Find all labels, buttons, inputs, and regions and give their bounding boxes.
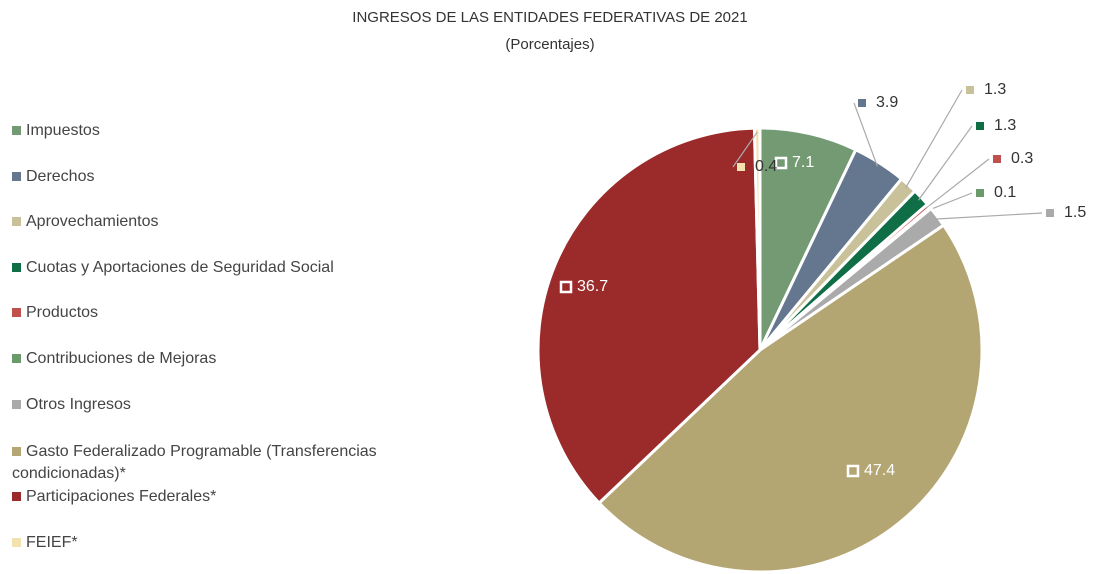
legend-item: Derechos (12, 166, 452, 188)
label-marker (774, 156, 788, 170)
legend-swatch (12, 217, 21, 226)
legend-swatch (12, 126, 21, 135)
data-label: 1.5 (1064, 204, 1086, 221)
data-label: 36.7 (577, 278, 608, 295)
leader-line (732, 131, 758, 168)
leader-line (853, 102, 878, 167)
label-marker (858, 99, 866, 107)
data-label: 1.3 (984, 81, 1006, 98)
legend-swatch (12, 354, 21, 363)
pie-slice (536, 126, 762, 506)
legend-label: FEIEF* (26, 534, 78, 551)
legend-item: Aprovechamientos (12, 211, 452, 233)
label-marker (976, 189, 984, 197)
leader-line (925, 158, 990, 209)
legend-label: Impuestos (26, 122, 100, 139)
chart-title: INGRESOS DE LAS ENTIDADES FEDERATIVAS DE… (352, 9, 747, 26)
label-marker (737, 163, 745, 171)
legend-swatch (12, 492, 21, 501)
data-label: 7.1 (792, 154, 814, 171)
legend-swatch (12, 538, 21, 547)
legend-label: Productos (26, 304, 99, 321)
legend-label: Otros Ingresos (26, 396, 131, 413)
legend-item: FEIEF* (12, 532, 452, 554)
legend-swatch (12, 308, 21, 317)
legend-label: Participaciones Federales* (26, 488, 217, 505)
legend-item: Participaciones Federales* (12, 486, 452, 508)
label-marker (559, 280, 573, 294)
legend-label: Gasto Federalizado Programable (Transfer… (12, 443, 377, 482)
data-label: 0.1 (994, 184, 1016, 201)
legend-swatch (12, 263, 21, 272)
data-label: 47.4 (864, 462, 895, 479)
legend-item: Impuestos (12, 120, 452, 142)
legend-item: Contribuciones de Mejoras (12, 348, 452, 370)
pie-slice (752, 126, 762, 351)
label-marker (1046, 209, 1054, 217)
pie-slice (597, 223, 984, 574)
legend-swatch (12, 172, 21, 181)
chart-subtitle: (Porcentajes) (505, 36, 594, 53)
leader-line (927, 192, 973, 212)
data-label: 0.3 (1011, 150, 1033, 167)
data-label: 0.4 (755, 158, 777, 175)
data-label: 1.3 (994, 117, 1016, 134)
legend-item: Productos (12, 302, 452, 324)
legend-item: Cuotas y Aportaciones de Seguridad Socia… (12, 257, 452, 279)
data-label: 3.9 (876, 94, 898, 111)
legend-label: Contribuciones de Mejoras (26, 350, 217, 367)
legend-label: Derechos (26, 168, 95, 185)
label-marker (966, 86, 974, 94)
leader-line (905, 89, 963, 189)
leader-line (917, 125, 973, 201)
label-marker (976, 122, 984, 130)
label-marker (993, 155, 1001, 163)
leader-line (934, 212, 1043, 220)
legend-item: Otros Ingresos (12, 394, 452, 416)
legend-label: Cuotas y Aportaciones de Seguridad Socia… (26, 259, 334, 276)
label-marker (846, 464, 860, 478)
legend-label: Aprovechamientos (26, 213, 159, 230)
legend-swatch (12, 400, 21, 409)
legend-item: Gasto Federalizado Programable (Transfer… (12, 441, 452, 485)
legend-swatch (12, 447, 21, 456)
